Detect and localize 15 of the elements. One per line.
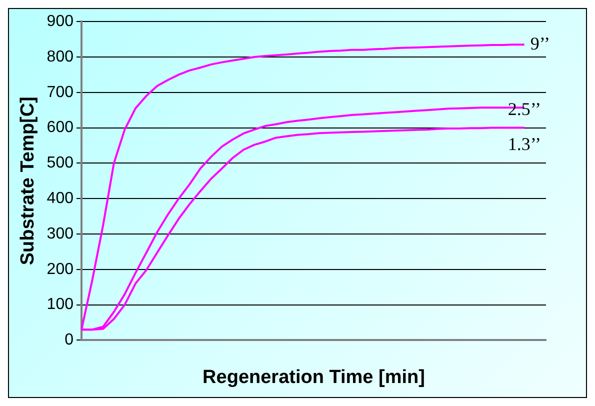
y-tick-label: 400 [46, 190, 74, 208]
y-tick-label: 600 [46, 119, 74, 136]
y-tick-label: 100 [46, 296, 74, 314]
y-tick-label: 500 [46, 154, 74, 172]
y-tick-label: 900 [46, 13, 74, 30]
y-tick-label: 700 [46, 84, 74, 101]
y-tick-label: 300 [46, 225, 74, 242]
series-label: 1.3’’ [508, 134, 541, 154]
x-axis-title: Regeneration Time [min] [202, 366, 425, 388]
y-axis-title: Substrate Temp[C] [18, 96, 39, 266]
series-label: 9’’ [530, 33, 550, 54]
y-tick-label: 0 [64, 332, 74, 349]
series-label: 2.5’’ [508, 98, 541, 119]
y-tick-label: 200 [46, 260, 74, 278]
y-tick-label: 800 [46, 48, 74, 66]
